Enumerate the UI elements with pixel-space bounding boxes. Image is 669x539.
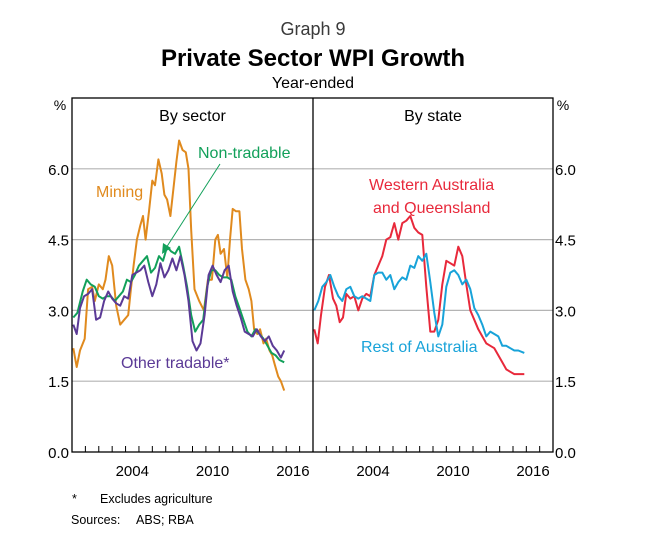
x-tick-label: 2016 (516, 463, 549, 480)
x-tick-label: 2010 (436, 463, 469, 480)
x-tick-label: 2016 (276, 463, 309, 480)
rest-of-australia-label: Rest of Australia (361, 339, 478, 356)
x-tick-label: 2004 (356, 463, 389, 480)
footnote-asterisk: * (72, 492, 77, 506)
gridlines (72, 168, 553, 382)
x-tick-label: 2004 (116, 463, 149, 480)
mining-label: Mining (96, 184, 143, 201)
other-tradable-label: Other tradable* (121, 355, 230, 372)
plot-frame (71, 97, 554, 453)
series-line-rest-of-australia (313, 252, 525, 354)
y-tick-label-right: 4.5 (555, 233, 576, 250)
panel-title: By sector (159, 108, 226, 125)
y-tick-label-right: 6.0 (555, 162, 576, 179)
y-tick-label-right: 1.5 (555, 374, 576, 391)
y-tick-label-left: 3.0 (48, 303, 69, 320)
sources-label: Sources: (71, 513, 121, 527)
y-tick-label-left: 1.5 (48, 374, 69, 391)
wa-qld-label-line2: and Queensland (373, 200, 490, 217)
y-tick-label-left: 0.0 (48, 445, 69, 462)
y-tick-label-right: 0.0 (555, 445, 576, 462)
y-unit-right: % (557, 97, 569, 113)
x-ticks (84, 446, 541, 452)
panel-title: By state (404, 108, 462, 125)
y-tick-label-right: 3.0 (555, 303, 576, 320)
chart-title: Private Sector WPI Growth (160, 45, 466, 72)
y-tick-label-left: 4.5 (48, 233, 69, 250)
series-layer (72, 139, 525, 391)
y-tick-label-left: 6.0 (48, 162, 69, 179)
wa-qld-label-line1: Western Australia (369, 177, 494, 194)
footnote-text: Excludes agriculture (100, 492, 213, 506)
non-tradable-arrow-line (165, 163, 221, 249)
labels-layer: 2004 2010 2016 By sector 0.0 1.5 3.0 4.5 6.0% 200… (48, 97, 576, 480)
series-line-western-australia-and-queensland (313, 215, 525, 376)
x-tick-label: 2010 (196, 463, 229, 480)
sources-text: ABS; RBA (136, 513, 194, 527)
series-line-other-tradable (72, 255, 286, 359)
non-tradable-arrow-head-icon (162, 243, 171, 254)
non-tradable-label: Non-tradable (198, 145, 291, 162)
graph-number: Graph 9 (280, 19, 346, 39)
chart-subtitle: Year-ended (271, 75, 355, 92)
series-line-mining (72, 139, 286, 391)
y-unit-left: % (54, 97, 66, 113)
